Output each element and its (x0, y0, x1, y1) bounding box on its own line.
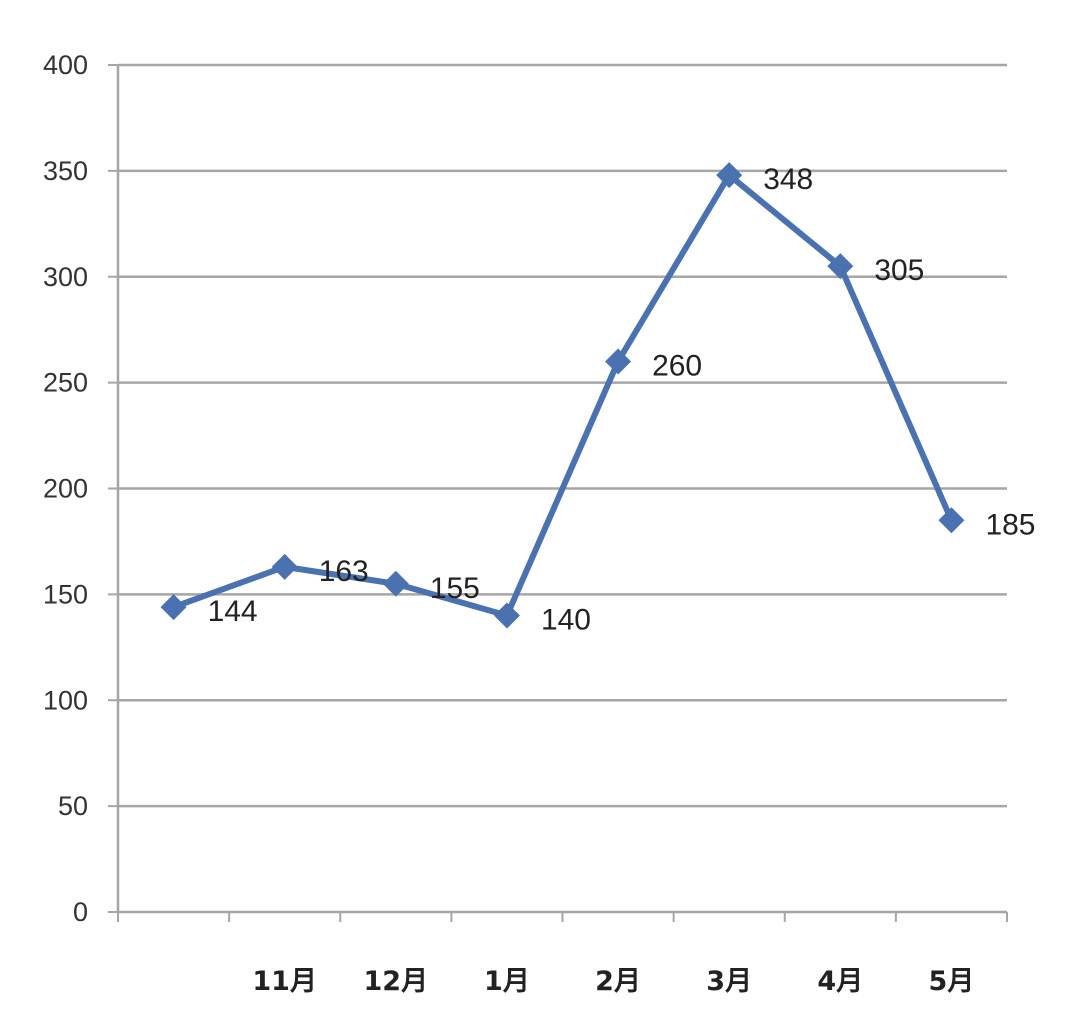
y-tick-label: 400 (43, 50, 88, 80)
x-tick-labels: 11月 12月 1月 2月 3月 4月 5月 (252, 966, 974, 997)
y-tick-label: 350 (43, 156, 88, 186)
y-tick-label: 150 (43, 579, 88, 609)
data-point-marker (938, 507, 965, 534)
x-tick-label: 1月 (484, 966, 530, 997)
y-tick-label: 300 (43, 262, 88, 292)
x-tick-label: 2月 (595, 966, 641, 997)
y-tick-labels: 0 50 100 150 200 250 300 350 400 (43, 50, 88, 927)
axes (108, 64, 1008, 922)
data-label: 305 (874, 254, 924, 287)
y-tick-label: 100 (43, 685, 88, 715)
data-label: 140 (541, 604, 591, 637)
data-labels: 144 163 155 140 260 348 305 185 (208, 163, 1036, 636)
data-point-marker (493, 602, 520, 629)
data-point-marker (271, 553, 298, 580)
series (160, 162, 965, 629)
data-point-marker (827, 253, 854, 280)
x-tick-label: 11月 (252, 966, 317, 997)
y-tick-label: 200 (43, 474, 88, 504)
x-tick-label: 5月 (929, 966, 975, 997)
x-tick-label: 3月 (706, 966, 752, 997)
data-point-marker (605, 348, 632, 375)
data-point-marker (716, 162, 743, 189)
data-point-marker (382, 570, 409, 597)
y-tick-label: 250 (43, 368, 88, 398)
data-label: 348 (763, 163, 813, 196)
gridlines (118, 63, 1007, 808)
data-label: 155 (430, 572, 480, 605)
series-line (170, 172, 955, 619)
data-point-marker (160, 594, 187, 621)
y-tick-label: 50 (58, 791, 88, 821)
x-tick-label: 12月 (364, 966, 429, 997)
data-label: 144 (208, 595, 258, 628)
data-label: 185 (985, 508, 1035, 541)
data-label: 163 (319, 555, 369, 588)
y-tick-label: 0 (73, 897, 88, 927)
data-label: 260 (652, 349, 702, 382)
x-tick-label: 4月 (817, 966, 863, 997)
